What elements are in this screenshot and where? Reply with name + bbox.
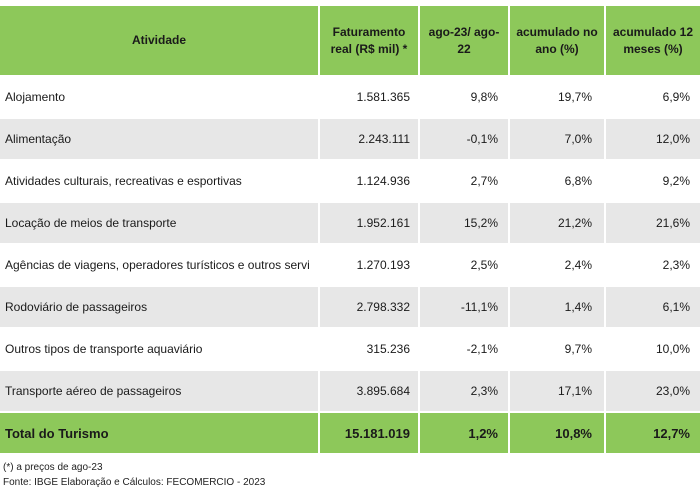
table-row: Outros tipos de transporte aquaviário 31… xyxy=(0,327,700,370)
cell-acumulado-ano: 21,2% xyxy=(509,201,606,244)
source-note: Fonte: IBGE Elaboração e Cálculos: FECOM… xyxy=(3,477,266,488)
cell-ago: 9,8% xyxy=(419,75,510,118)
cell-atividade: Outros tipos de transporte aquaviário xyxy=(0,327,320,370)
cell-acumulado-ano: 17,1% xyxy=(509,369,606,412)
cell-faturamento: 315.236 xyxy=(319,327,420,370)
table-row: Transporte aéreo de passageiros 3.895.68… xyxy=(0,369,700,412)
cell-acumulado-12-meses: 9,2% xyxy=(605,159,700,202)
total-label: Total do Turismo xyxy=(0,411,320,453)
header-faturamento: Faturamento real (R$ mil) * xyxy=(319,6,420,76)
header-acumulado-12-meses: acumulado 12 meses (%) xyxy=(605,6,700,76)
cell-acumulado-ano: 2,4% xyxy=(509,243,606,286)
cell-ago: 2,3% xyxy=(419,369,510,412)
cell-atividade: Transporte aéreo de passageiros xyxy=(0,369,320,412)
total-row: Total do Turismo 15.181.019 1,2% 10,8% 1… xyxy=(0,411,700,453)
cell-atividade: Atividades culturais, recreativas e espo… xyxy=(0,159,320,202)
cell-acumulado-12-meses: 6,1% xyxy=(605,285,700,328)
tourism-revenue-table: Atividade Faturamento real (R$ mil) * ag… xyxy=(0,6,700,453)
footnotes: (*) a preços de ago-23 Fonte: IBGE Elabo… xyxy=(3,460,265,490)
cell-faturamento: 3.895.684 xyxy=(319,369,420,412)
cell-acumulado-12-meses: 10,0% xyxy=(605,327,700,370)
table-header-row: Atividade Faturamento real (R$ mil) * ag… xyxy=(0,6,700,76)
cell-acumulado-ano: 19,7% xyxy=(509,75,606,118)
cell-ago: 2,5% xyxy=(419,243,510,286)
cell-acumulado-12-meses: 12,0% xyxy=(605,117,700,160)
cell-faturamento: 2.243.111 xyxy=(319,117,420,160)
total-acumulado-ano: 10,8% xyxy=(509,411,606,453)
cell-ago: -2,1% xyxy=(419,327,510,370)
header-ago: ago-23/ ago-22 xyxy=(419,6,510,76)
cell-faturamento: 1.952.161 xyxy=(319,201,420,244)
total-ago: 1,2% xyxy=(419,411,510,453)
cell-acumulado-12-meses: 6,9% xyxy=(605,75,700,118)
cell-atividade: Alimentação xyxy=(0,117,320,160)
cell-acumulado-ano: 6,8% xyxy=(509,159,606,202)
cell-faturamento: 1.581.365 xyxy=(319,75,420,118)
cell-atividade: Locação de meios de transporte xyxy=(0,201,320,244)
table-row: Agências de viagens, operadores turístic… xyxy=(0,243,700,286)
table-row: Alimentação 2.243.111 -0,1% 7,0% 12,0% xyxy=(0,117,700,160)
cell-acumulado-12-meses: 21,6% xyxy=(605,201,700,244)
table-row: Rodoviário de passageiros 2.798.332 -11,… xyxy=(0,285,700,328)
cell-ago: -0,1% xyxy=(419,117,510,160)
cell-ago: -11,1% xyxy=(419,285,510,328)
cell-acumulado-ano: 7,0% xyxy=(509,117,606,160)
table-row: Atividades culturais, recreativas e espo… xyxy=(0,159,700,202)
cell-acumulado-12-meses: 23,0% xyxy=(605,369,700,412)
cell-faturamento: 2.798.332 xyxy=(319,285,420,328)
total-faturamento: 15.181.019 xyxy=(319,411,420,453)
cell-ago: 2,7% xyxy=(419,159,510,202)
total-acumulado-12-meses: 12,7% xyxy=(605,411,700,453)
header-acumulado-ano: acumulado no ano (%) xyxy=(509,6,606,76)
cell-atividade: Agências de viagens, operadores turístic… xyxy=(0,243,320,286)
cell-atividade: Rodoviário de passageiros xyxy=(0,285,320,328)
cell-atividade: Alojamento xyxy=(0,75,320,118)
table-row: Locação de meios de transporte 1.952.161… xyxy=(0,201,700,244)
cell-faturamento: 1.124.936 xyxy=(319,159,420,202)
cell-faturamento: 1.270.193 xyxy=(319,243,420,286)
cell-acumulado-ano: 9,7% xyxy=(509,327,606,370)
cell-acumulado-12-meses: 2,3% xyxy=(605,243,700,286)
price-note: (*) a preços de ago-23 xyxy=(3,462,103,473)
table-row: Alojamento 1.581.365 9,8% 19,7% 6,9% xyxy=(0,75,700,118)
cell-acumulado-ano: 1,4% xyxy=(509,285,606,328)
header-atividade: Atividade xyxy=(0,6,320,76)
cell-ago: 15,2% xyxy=(419,201,510,244)
